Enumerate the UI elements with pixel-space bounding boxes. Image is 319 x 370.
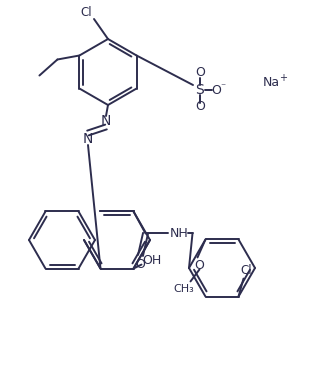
Text: Na: Na xyxy=(263,75,280,88)
Text: ⁻: ⁻ xyxy=(220,82,226,92)
Text: CH₃: CH₃ xyxy=(173,285,194,295)
Text: O: O xyxy=(211,84,221,97)
Text: N: N xyxy=(83,132,93,146)
Text: +: + xyxy=(279,73,287,83)
Text: O: O xyxy=(195,101,205,114)
Text: S: S xyxy=(196,83,204,97)
Text: OH: OH xyxy=(142,254,161,267)
Text: NH: NH xyxy=(170,227,189,240)
Text: O: O xyxy=(195,259,204,272)
Text: O: O xyxy=(195,67,205,80)
Text: N: N xyxy=(101,114,111,128)
Text: O: O xyxy=(136,258,145,271)
Text: Cl: Cl xyxy=(80,7,92,20)
Text: Cl: Cl xyxy=(241,264,252,277)
